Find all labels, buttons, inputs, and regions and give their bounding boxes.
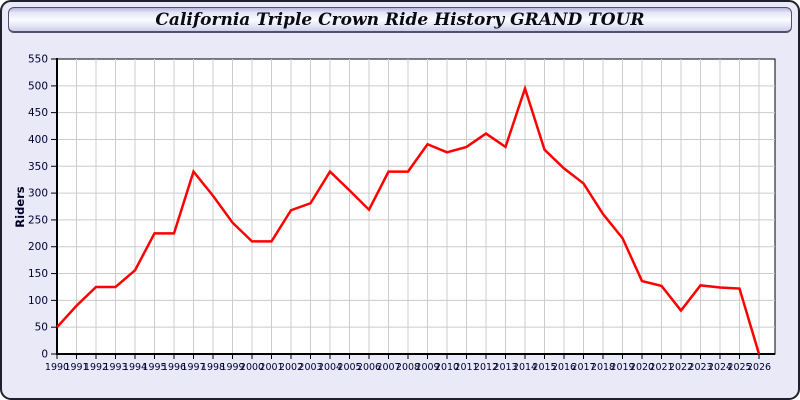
svg-text:2009: 2009	[415, 362, 439, 373]
svg-text:1993: 1993	[103, 362, 127, 373]
svg-text:1995: 1995	[142, 362, 166, 373]
plot-area	[56, 58, 776, 355]
svg-text:150: 150	[28, 268, 48, 280]
svg-text:2015: 2015	[532, 362, 556, 373]
svg-text:1996: 1996	[162, 362, 186, 373]
svg-text:2020: 2020	[630, 362, 654, 373]
svg-text:2022: 2022	[669, 362, 693, 373]
series-line-riders	[56, 84, 761, 355]
svg-text:250: 250	[28, 214, 48, 226]
svg-text:2008: 2008	[396, 362, 420, 373]
title-bar: California Triple Crown Ride History GRA…	[8, 7, 792, 33]
svg-text:0: 0	[41, 349, 48, 361]
svg-text:2016: 2016	[552, 362, 576, 373]
y-axis-title: Riders	[13, 186, 27, 228]
svg-text:2004: 2004	[318, 362, 342, 373]
svg-text:1992: 1992	[84, 362, 108, 373]
svg-text:2003: 2003	[298, 362, 322, 373]
svg-text:2017: 2017	[571, 362, 595, 373]
svg-text:2013: 2013	[493, 362, 517, 373]
svg-text:1998: 1998	[201, 362, 225, 373]
svg-text:2024: 2024	[708, 362, 732, 373]
svg-text:2019: 2019	[610, 362, 634, 373]
svg-text:2018: 2018	[591, 362, 615, 373]
svg-text:1999: 1999	[220, 362, 244, 373]
svg-text:100: 100	[28, 295, 48, 307]
svg-text:200: 200	[28, 241, 48, 253]
x-gridlines	[76, 59, 760, 354]
svg-text:1991: 1991	[64, 362, 88, 373]
svg-text:1990: 1990	[45, 362, 69, 373]
svg-text:2007: 2007	[376, 362, 400, 373]
svg-text:550: 550	[28, 54, 48, 66]
svg-text:350: 350	[28, 161, 48, 173]
y-gridlines	[57, 85, 775, 328]
svg-text:2011: 2011	[454, 362, 478, 373]
svg-text:2006: 2006	[357, 362, 381, 373]
svg-text:1997: 1997	[181, 362, 205, 373]
svg-text:2000: 2000	[240, 362, 264, 373]
svg-text:2002: 2002	[279, 362, 303, 373]
svg-text:50: 50	[35, 322, 48, 334]
svg-text:2001: 2001	[259, 362, 283, 373]
svg-text:2023: 2023	[688, 362, 712, 373]
y-tick-labels: 0 50 100 150 200 250 300 350 400 450 500 550	[28, 54, 57, 361]
svg-text:300: 300	[28, 188, 48, 200]
svg-text:2005: 2005	[337, 362, 361, 373]
svg-text:1994: 1994	[123, 362, 147, 373]
svg-text:2021: 2021	[649, 362, 673, 373]
svg-text:2014: 2014	[513, 362, 537, 373]
x-tick-labels: 1990199119921993199419951996199719981999…	[45, 354, 771, 373]
axes	[56, 58, 775, 355]
svg-text:2010: 2010	[435, 362, 459, 373]
svg-text:2012: 2012	[474, 362, 498, 373]
svg-text:500: 500	[28, 80, 48, 92]
chart-title: California Triple Crown Ride History GRA…	[155, 9, 645, 30]
svg-text:450: 450	[28, 107, 48, 119]
svg-text:2025: 2025	[727, 362, 751, 373]
svg-text:2026: 2026	[747, 362, 771, 373]
svg-text:400: 400	[28, 134, 48, 146]
